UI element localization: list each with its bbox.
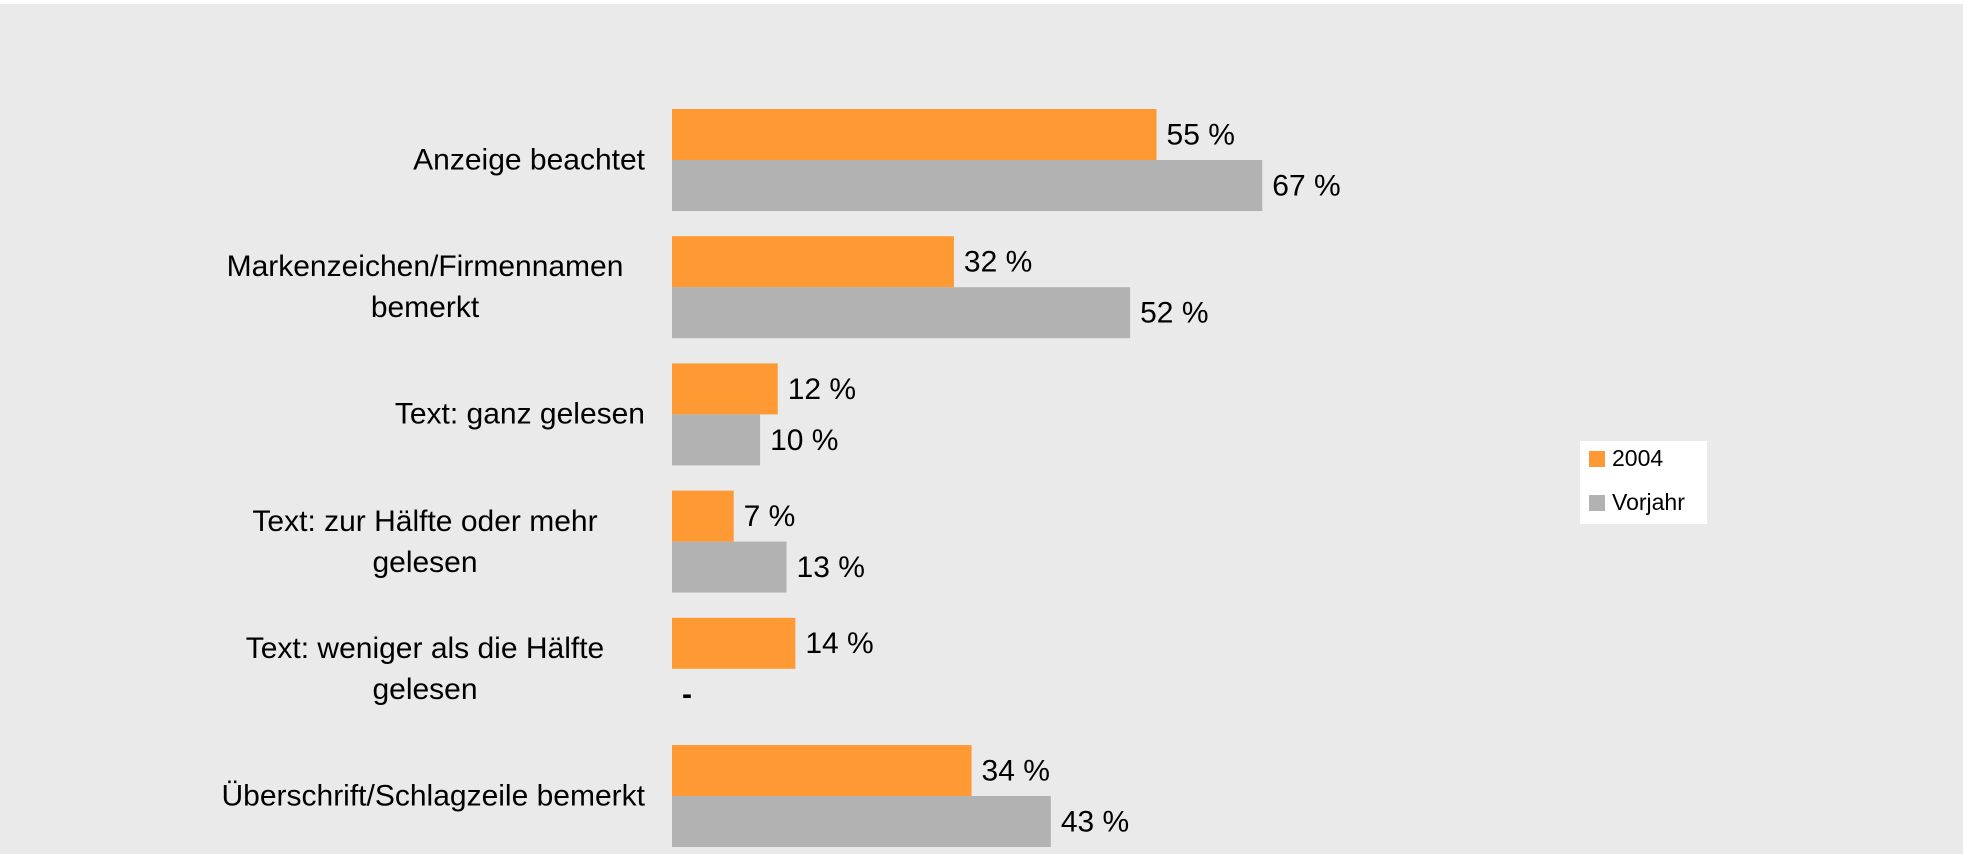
- value-label: 10 %: [770, 424, 838, 457]
- category-text: Text: zur Hälfte oder mehr gelesen: [252, 504, 598, 579]
- legend-swatch: [1589, 495, 1605, 511]
- bar: [672, 236, 954, 288]
- value-label: -: [682, 678, 692, 711]
- category-label: Anzeige beachtet: [413, 140, 645, 181]
- legend-label: Vorjahr: [1612, 489, 1685, 515]
- category-text: Text: ganz gelesen: [394, 397, 645, 431]
- legend-swatch: [1589, 451, 1605, 467]
- value-label: 34 %: [982, 754, 1050, 787]
- bar: [672, 796, 1051, 847]
- value-label: 52 %: [1140, 297, 1208, 330]
- value-label: 55 %: [1167, 118, 1235, 151]
- bar: [672, 363, 778, 415]
- value-label: 14 %: [805, 627, 873, 660]
- bar: [672, 160, 1263, 211]
- bar: [672, 617, 796, 669]
- bar: [672, 745, 972, 796]
- category-text: Überschrift/Schlagzeile bemerkt: [221, 779, 645, 813]
- category-text: Anzeige beachtet: [413, 143, 645, 177]
- value-label: 7 %: [744, 500, 796, 533]
- bar: [672, 109, 1157, 160]
- category-label: Überschrift/Schlagzeile bemerkt: [221, 776, 645, 817]
- bar: [672, 414, 761, 466]
- value-label: 67 %: [1272, 169, 1340, 202]
- category-label: Markenzeichen/Firmennamen bemerkt: [205, 246, 645, 328]
- category-label: Text: weniger als die Hälfte gelesen: [205, 628, 645, 710]
- value-label: 32 %: [964, 246, 1032, 279]
- bar: [672, 287, 1131, 339]
- category-label: Text: ganz gelesen: [395, 394, 645, 435]
- bar: [672, 541, 787, 593]
- category-label: Text: zur Hälfte oder mehr gelesen: [205, 501, 645, 583]
- category-text: Markenzeichen/Firmennamen bemerkt: [226, 250, 624, 325]
- bar: [672, 490, 734, 542]
- value-label: 12 %: [788, 373, 856, 406]
- value-label: 13 %: [797, 551, 865, 584]
- category-text: Text: weniger als die Hälfte gelesen: [245, 631, 605, 706]
- legend-label: 2004: [1612, 445, 1663, 471]
- value-label: 43 %: [1061, 805, 1129, 838]
